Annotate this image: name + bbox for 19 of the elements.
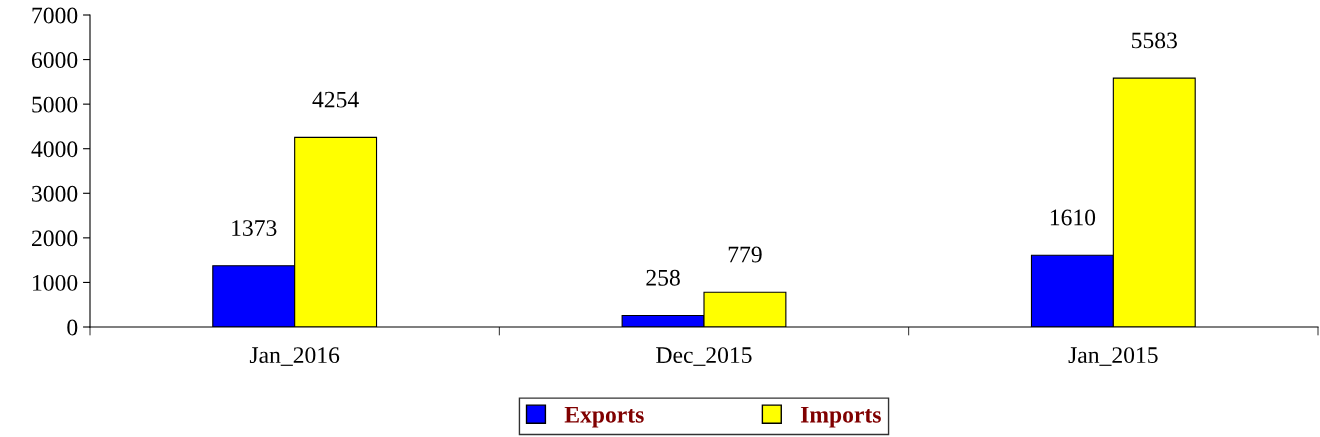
data-label: 779 — [728, 246, 762, 263]
y-tick-label: 0 — [67, 319, 78, 336]
y-tick-label: 5000 — [32, 96, 78, 113]
y-tick-label: 4000 — [31, 141, 78, 158]
y-tick-label: 7000 — [32, 7, 78, 24]
legend-label: Imports — [800, 406, 881, 428]
data-label: 1373 — [232, 220, 277, 237]
y-tick-label: 3000 — [32, 185, 78, 202]
y-tick-label: 6000 — [31, 52, 78, 68]
legend-label: Exports — [564, 406, 644, 428]
data-label: 5583 — [1132, 32, 1177, 49]
y-tick-label: 1000 — [33, 274, 78, 291]
y-tick-label: 2000 — [32, 230, 78, 247]
data-label: 1610 — [1050, 209, 1096, 226]
x-tick-label: Dec_2015 — [656, 347, 752, 366]
x-tick-label: Jan_2015 — [1068, 347, 1158, 366]
data-label: 4254 — [312, 91, 359, 108]
x-tick-label: Jan_2016 — [249, 347, 340, 366]
data-label: 258 — [646, 269, 680, 286]
